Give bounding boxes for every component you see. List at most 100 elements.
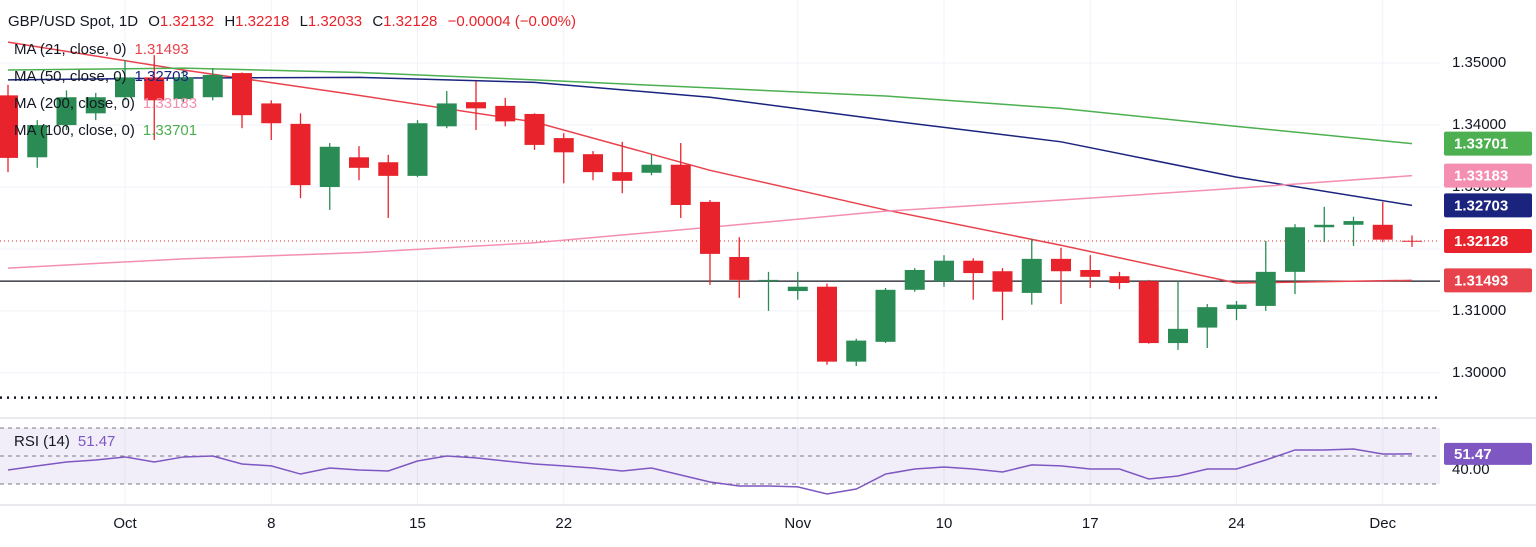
candle-body	[1051, 258, 1071, 272]
candle-body	[56, 97, 77, 126]
legend-value: 1.31493	[135, 41, 189, 58]
candle-body	[378, 162, 399, 176]
candle-body	[1109, 276, 1130, 284]
price-tag-label: 51.47	[1454, 446, 1492, 463]
x-tick-label: 22	[555, 515, 572, 532]
legend-name: MA (50, close, 0)	[14, 68, 127, 85]
candle-body	[934, 260, 954, 282]
ohlc-value: 1.32033	[308, 13, 362, 30]
candle-body	[349, 157, 369, 168]
candle-body	[904, 269, 925, 290]
legend-entry: RSI (14) 51.47	[14, 433, 115, 450]
ohlc-value: 1.32128	[383, 13, 437, 30]
candle-body	[583, 154, 603, 173]
y-tick-label: 1.30000	[1452, 364, 1506, 381]
candle-body	[466, 102, 486, 109]
legend-value: 1.33701	[143, 122, 197, 139]
price-tag-label: 1.31493	[1454, 272, 1508, 289]
candle-body	[1343, 221, 1364, 225]
y-tick-label: 1.31000	[1452, 302, 1506, 319]
legend-name: MA (100, close, 0)	[14, 122, 135, 139]
candle-body	[612, 172, 633, 181]
x-tick-label: Dec	[1369, 515, 1396, 532]
y-tick-label: 1.35000	[1452, 54, 1506, 71]
candle-body	[524, 113, 545, 145]
rsi-line	[7, 448, 1413, 495]
x-tick-label: 15	[409, 515, 426, 532]
candle-body	[261, 103, 282, 124]
candle-body	[787, 286, 808, 292]
legend-entry: MA (50, close, 0) 1.32703	[14, 68, 189, 85]
candle-body	[1197, 307, 1218, 328]
candle-body	[758, 279, 779, 282]
candle-body	[202, 74, 223, 98]
candle-body	[670, 164, 691, 205]
candle-body	[963, 260, 984, 274]
legend-value: 51.47	[78, 433, 116, 450]
candle-body	[729, 256, 750, 280]
candle-body	[290, 123, 311, 186]
candle-body	[1226, 304, 1247, 310]
candle-body	[992, 271, 1013, 292]
x-tick-label: 8	[267, 515, 275, 532]
rsi-tick-label: 40.00	[1452, 461, 1490, 478]
ohlc-label: H	[224, 13, 235, 30]
price-tag	[1444, 442, 1532, 465]
candle-body	[144, 77, 165, 101]
x-tick-label: 10	[936, 515, 953, 532]
ohlc-label: O	[148, 13, 160, 30]
candle-body	[1314, 224, 1335, 228]
rsi-band	[0, 427, 1440, 484]
legend-name: MA (200, close, 0)	[14, 95, 135, 112]
candle-body	[1255, 271, 1276, 306]
x-tick-label: Nov	[784, 515, 811, 532]
candle-body	[1021, 258, 1042, 293]
legend-entry: MA (100, close, 0) 1.33701	[14, 122, 197, 139]
change: −0.00004 (−0.00%)	[448, 13, 576, 30]
candle-body	[1138, 281, 1159, 344]
candle-body	[1372, 224, 1393, 240]
plot-area	[0, 41, 1440, 495]
candle-body	[115, 77, 135, 98]
candle-body	[319, 146, 340, 188]
symbol-title: GBP/USD Spot, 1D	[8, 13, 138, 30]
candle-body	[495, 105, 516, 122]
candle-body	[700, 201, 720, 254]
candle-body	[436, 103, 457, 127]
candle-body	[641, 164, 662, 173]
candle-body	[173, 77, 194, 100]
candle-body	[27, 125, 48, 158]
candle-body	[817, 286, 837, 362]
price-tag	[1444, 131, 1532, 156]
candle-body	[1168, 328, 1188, 344]
price-tag	[1444, 163, 1532, 188]
legend-entry: MA (21, close, 0) 1.31493	[14, 41, 189, 58]
price-tag-label: 1.32128	[1454, 233, 1508, 250]
candle-body	[1285, 227, 1305, 272]
y-tick-label: 1.34000	[1452, 116, 1506, 133]
x-tick-label: 17	[1082, 515, 1099, 532]
candle-body	[1402, 240, 1422, 242]
candle-body	[875, 289, 896, 342]
legend-name: MA (21, close, 0)	[14, 41, 127, 58]
candle-body	[1080, 269, 1101, 277]
price-tag	[1444, 229, 1532, 254]
legend-entry: MA (200, close, 0) 1.33183	[14, 95, 197, 112]
x-tick-label: 24	[1228, 515, 1245, 532]
price-tag-label: 1.33183	[1454, 168, 1508, 185]
legend-value: 1.33183	[143, 95, 197, 112]
ohlc-value: 1.32218	[235, 13, 289, 30]
candle-body	[232, 73, 252, 116]
legend-value: 1.32703	[135, 68, 189, 85]
price-tag	[1444, 268, 1532, 293]
ohlc-label: L	[300, 13, 308, 30]
header: GBP/USD Spot, 1D O1.32132 H1.32218 L1.32…	[8, 13, 576, 30]
moving-average-line	[7, 67, 1413, 145]
candle-body	[0, 95, 18, 158]
price-tag-label: 1.33701	[1454, 136, 1508, 153]
x-tick-label: Oct	[113, 515, 137, 532]
candle-body	[407, 123, 428, 176]
legend-name: RSI (14)	[14, 433, 70, 450]
